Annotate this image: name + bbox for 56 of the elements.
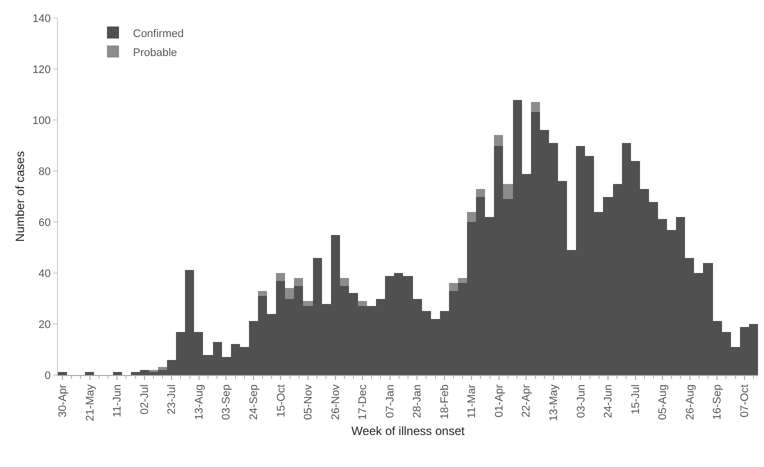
bar [467,212,476,222]
x-tick-label: 15-Jul [630,384,642,414]
x-tick-label: 18-Feb [438,384,451,420]
x-tick-label: 07-Jan [384,384,396,418]
bar [494,135,503,146]
x-tick-label: 30-Apr [57,384,70,418]
y-tick-label: 140 [32,12,51,25]
bar [358,301,367,306]
bar [276,273,285,281]
x-tick-label: 15-Oct [275,384,288,418]
bar [340,278,349,286]
y-tick-label: 0 [44,370,51,382]
x-tick-label: 11-Mar [466,384,478,418]
y-axis-title: Number of cases [13,151,27,242]
x-tick-label: 03-Jun [575,384,588,418]
x-tick-label: 22-Apr [520,384,533,418]
y-tick-label: 20 [38,318,51,331]
bar [476,189,485,197]
y-tick-label: 100 [32,114,51,127]
y-tick-label: 60 [38,216,51,229]
bar [258,291,267,296]
x-tick-label: 16-Sep [712,384,724,420]
x-tick-label: 01-Apr [493,384,506,418]
x-tick-label: 03-Sep [220,384,233,420]
y-tick-label: 120 [32,64,51,76]
bar [503,184,513,199]
bar [303,301,313,306]
y-tick-label: 80 [38,166,51,178]
x-tick-label: 02-Jul [138,384,151,414]
bar [113,372,122,375]
bar [449,283,458,291]
x-tick-label: 28-Jan [412,384,424,418]
bar [458,278,467,283]
x-tick-label: 05-Nov [302,384,315,420]
bar [158,367,167,370]
x-tick-label: 26-Nov [330,384,342,420]
bar [531,102,540,112]
x-tick-label: 24-Jun [602,384,615,418]
legend-label: Confirmed [133,28,184,40]
x-tick-label: 13-May [548,384,560,422]
x-tick-label: 17-Dec [357,384,370,420]
x-tick-label: 05-Aug [657,384,670,420]
y-tick-label: 40 [38,268,51,280]
x-tick-label: 07-Oct [738,384,751,418]
x-tick-label: 24-Sep [248,384,260,420]
x-tick-label: 21-May [84,384,96,422]
bar [58,372,67,375]
x-tick-label: 11-Jun [112,384,124,418]
bar [285,288,294,299]
x-tick-label: 26-Aug [684,384,696,420]
bar [294,278,303,286]
x-tick-label: 23-Jul [166,384,178,414]
x-tick-label: 13-Aug [193,384,206,420]
legend-label: Probable [133,46,178,59]
bar [85,372,94,375]
x-axis-title: Week of illness onset [351,424,466,438]
